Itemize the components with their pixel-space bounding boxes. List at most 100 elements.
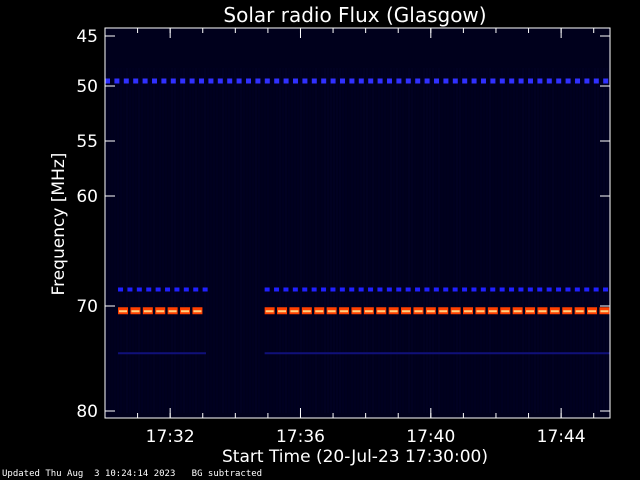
y-tick-label: 60 [76,187,98,207]
band-70.5-core [513,310,522,313]
plot-area [105,28,610,418]
band-49.5-mark [405,78,411,84]
band-70.5-core [364,310,373,313]
band-68.5-mark [396,287,402,292]
band-70.5-core [193,310,202,313]
band-49.5-mark [105,78,110,84]
band-49.5-mark [377,78,383,84]
band-70.5-core [131,310,140,313]
band-49.5-mark [565,78,571,84]
band-68.5-mark [274,287,280,292]
band-70.5-core [156,310,165,313]
band-70.5-core [389,310,398,313]
band-70.5-core [600,310,609,313]
band-49.5-mark [142,78,148,84]
band-49.5-mark [471,78,477,84]
band-49.5-mark [123,78,129,84]
band-49.5-mark [509,78,515,84]
band-68.5-mark [433,287,439,292]
band-49.5-mark [537,78,543,84]
band-68.5-mark [311,287,317,292]
band-70.5-core [265,310,274,313]
background-note: BG subtracted [191,469,263,479]
band-68.5-mark [146,287,152,292]
band-49.5-mark [349,78,355,84]
band-68.5-mark [264,287,270,292]
band-49.5-mark [546,78,552,84]
band-68.5-mark [386,287,392,292]
band-68.5-mark [556,287,562,292]
band-70.5-core [550,310,559,313]
band-68.5-mark [358,287,364,292]
band-49.5-mark [462,78,468,84]
updated-timestamp: Updated Thu Aug 3 10:24:14 2023 [2,469,176,479]
band-49.5-mark [236,78,242,84]
band-70.5-core [377,310,386,313]
footer: Updated Thu Aug 3 10:24:14 2023 BG subtr… [2,469,262,479]
band-68.5-mark [118,287,124,292]
y-axis-label: Frequency [MHz] [49,153,69,296]
band-68.5-mark [499,287,505,292]
band-70.5-core [488,310,497,313]
band-49.5-mark [208,78,214,84]
band-68.5-mark [471,287,477,292]
band-68.5-mark [405,287,411,292]
band-49.5-mark [330,78,336,84]
plot-frame [104,27,611,419]
band-68.5-mark [603,287,609,292]
band-68.5-mark [415,287,421,292]
band-49.5-mark [189,78,195,84]
band-68.5-mark [452,287,458,292]
band-49.5-mark [387,78,392,84]
band-70.5-core [402,310,411,313]
band-70.5-core [143,310,152,313]
band-49.5-mark [255,78,261,84]
band-68.5-mark [480,287,486,292]
band-49.5-mark [434,78,439,84]
chart-title: Solar radio Flux (Glasgow) [223,3,486,27]
band-68.5-mark [368,287,374,292]
band-68.5-mark [537,287,543,292]
band-70.5-core [352,310,361,313]
band-68.5-mark [292,287,298,292]
axis-layer: 45 50 55 60 70 80 17:32 17:36 17:40 17:44 [76,27,611,447]
band-68.5-mark [127,287,133,292]
band-49.5-mark [293,78,298,84]
band-68.5-mark [584,287,590,292]
band-70.5-core [181,310,190,313]
band-70.5-core [290,310,299,313]
band-70.5-core [464,310,473,313]
band-70.5-core [526,310,535,313]
band-68.5-mark [283,287,289,292]
band-68.5-mark [302,287,308,292]
band-49.5-mark [396,78,402,84]
band-49.5-mark [481,78,486,84]
band-49.5-mark [180,78,186,84]
y-tick-label: 50 [76,77,98,97]
band-70.5-core [451,310,460,313]
band-68.5-mark [490,287,496,292]
band-49.5-mark [227,78,233,84]
band-68.5-mark [462,287,468,292]
band-49.5-mark [152,78,157,84]
band-68.5-mark [136,287,142,292]
band-70.5-core [588,310,597,313]
band-49.5-mark [499,78,505,84]
band-49.5-mark [358,78,364,84]
x-tick-label: 17:40 [406,427,455,447]
band-68.5-mark [377,287,383,292]
band-68.5-mark [574,287,580,292]
band-68.5-mark [183,287,189,292]
band-49.5-mark [264,78,270,84]
band-70.5-core [119,310,128,313]
band-49.5-mark [415,78,421,84]
band-70.5-core [327,310,336,313]
band-49.5-mark [114,78,120,84]
x-tick-label: 17:32 [146,427,195,447]
band-49.5-mark [170,78,176,84]
band-49.5-mark [302,78,308,84]
band-68.5-mark [527,287,533,292]
band-49.5-mark [452,78,458,84]
band-68.5-mark [202,287,208,292]
